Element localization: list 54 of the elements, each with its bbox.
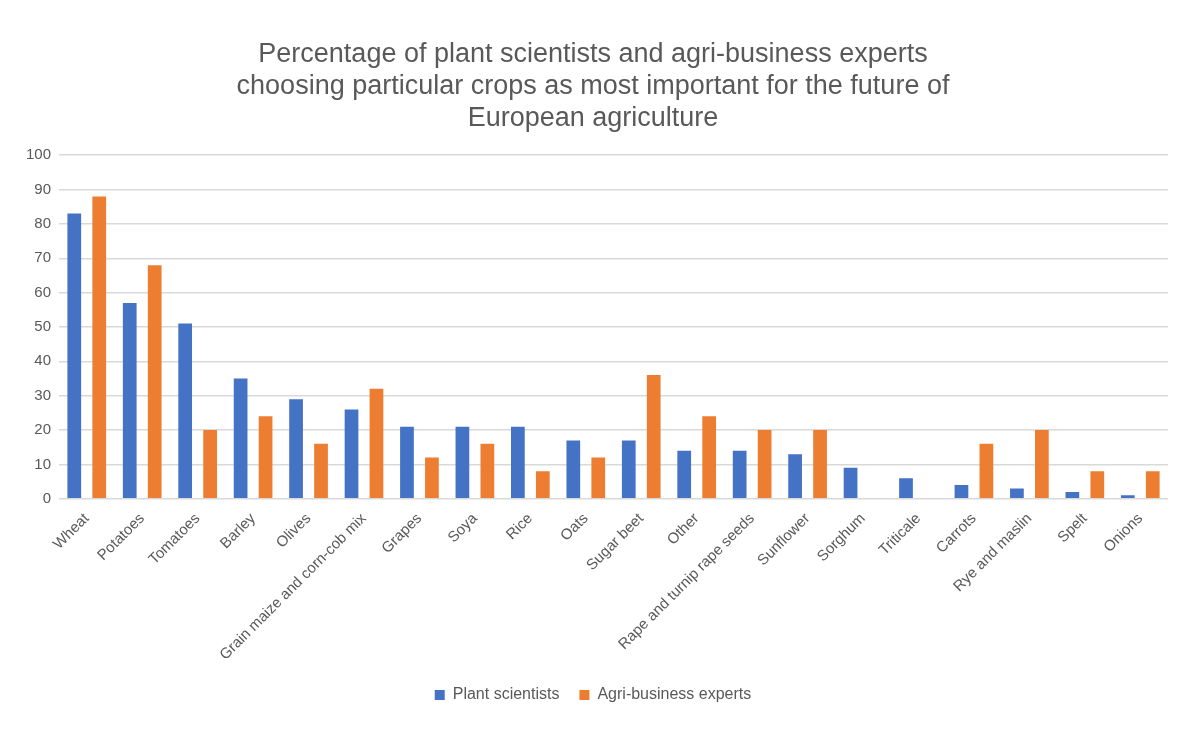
bar: [702, 416, 717, 499]
y-tick-label: 70: [34, 248, 52, 266]
bar: [979, 443, 994, 499]
bar: [511, 426, 525, 499]
bar: [258, 416, 273, 499]
bar: [455, 426, 470, 499]
bar: [621, 440, 636, 499]
bar: [813, 430, 827, 499]
bar: [757, 430, 772, 499]
y-tick-label: 0: [42, 488, 52, 506]
bar: [899, 478, 913, 499]
bar: [1145, 471, 1160, 499]
y-tick-label: 80: [34, 214, 52, 232]
bar: [1065, 491, 1080, 499]
bar: [843, 467, 858, 499]
y-tick-label: 20: [34, 420, 52, 438]
y-tick-label: 40: [34, 351, 52, 369]
y-tick-label: 10: [34, 454, 52, 472]
bar: [1120, 495, 1135, 499]
y-tick-label: 90: [34, 179, 52, 197]
bar: [535, 471, 550, 499]
legend-label: Agri-business experts: [597, 685, 752, 703]
bar: [178, 323, 193, 499]
x-tick-label: Rice: [502, 509, 536, 543]
bar: [954, 485, 969, 499]
bar: [1034, 430, 1049, 499]
bar: [67, 213, 82, 499]
bar: [1010, 488, 1024, 499]
bar: [314, 443, 328, 499]
bar: [732, 450, 747, 499]
y-tick-label: 30: [34, 385, 52, 403]
bar: [369, 388, 384, 499]
bar: [677, 450, 692, 499]
chart-title: Percentage of plant scientists and agri-business experts choosing particular crops as most important for the future of European agriculture: [236, 37, 950, 133]
bar: [122, 302, 137, 499]
bar: [289, 399, 303, 499]
bar: [480, 443, 495, 499]
bar: [788, 454, 802, 499]
bar: [425, 457, 439, 499]
bar: [566, 440, 581, 499]
y-tick-label: 60: [34, 282, 52, 300]
legend-label: Plant scientists: [452, 685, 560, 703]
bar: [147, 265, 162, 499]
bar: [344, 409, 359, 499]
x-tick-label: Oats: [556, 509, 591, 544]
bar: [1090, 471, 1105, 499]
bar: [646, 375, 661, 499]
bar: [92, 196, 107, 499]
bar: [400, 426, 414, 499]
y-tick-label: 100: [26, 145, 52, 163]
bar: [591, 457, 606, 499]
bar: [233, 378, 248, 499]
bar: [203, 430, 217, 499]
y-tick-label: 50: [34, 317, 52, 335]
